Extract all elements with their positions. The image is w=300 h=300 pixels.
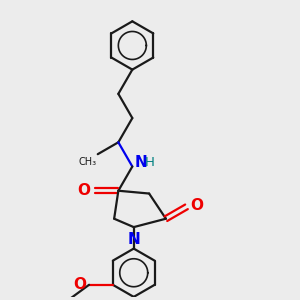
Text: O: O	[74, 277, 87, 292]
Text: O: O	[190, 198, 203, 213]
Text: O: O	[77, 183, 90, 198]
Text: CH₃: CH₃	[78, 157, 96, 167]
Text: N: N	[135, 155, 147, 170]
Text: H: H	[145, 157, 155, 169]
Text: N: N	[128, 232, 140, 247]
